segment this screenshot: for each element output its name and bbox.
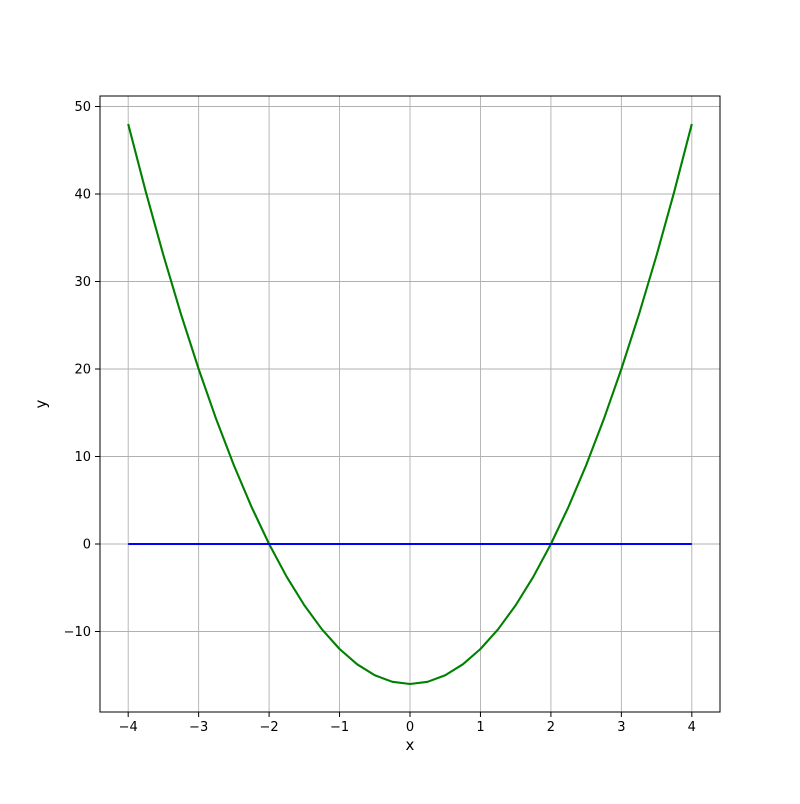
- x-tick-label: −2: [260, 720, 279, 735]
- y-tick-label: 50: [74, 100, 91, 115]
- x-tick-label: 4: [688, 720, 696, 735]
- x-tick-label: 1: [476, 720, 484, 735]
- x-tick-label: 2: [547, 720, 555, 735]
- x-tick-label: −3: [189, 720, 208, 735]
- y-tick-label: 10: [74, 450, 91, 465]
- series-line-0: [127, 123, 693, 686]
- y-tick-label: −10: [64, 625, 91, 640]
- y-axis-label: y: [32, 399, 50, 408]
- x-tick-label: 0: [406, 720, 414, 735]
- x-axis-label: x: [406, 736, 415, 754]
- y-tick-label: 0: [83, 538, 91, 553]
- y-tick-label: 40: [74, 188, 91, 203]
- y-tick-label: 30: [74, 275, 91, 290]
- x-tick-label: −1: [330, 720, 349, 735]
- y-tick-label: 20: [74, 363, 91, 378]
- x-tick-label: −4: [119, 720, 138, 735]
- x-tick-label: 3: [617, 720, 625, 735]
